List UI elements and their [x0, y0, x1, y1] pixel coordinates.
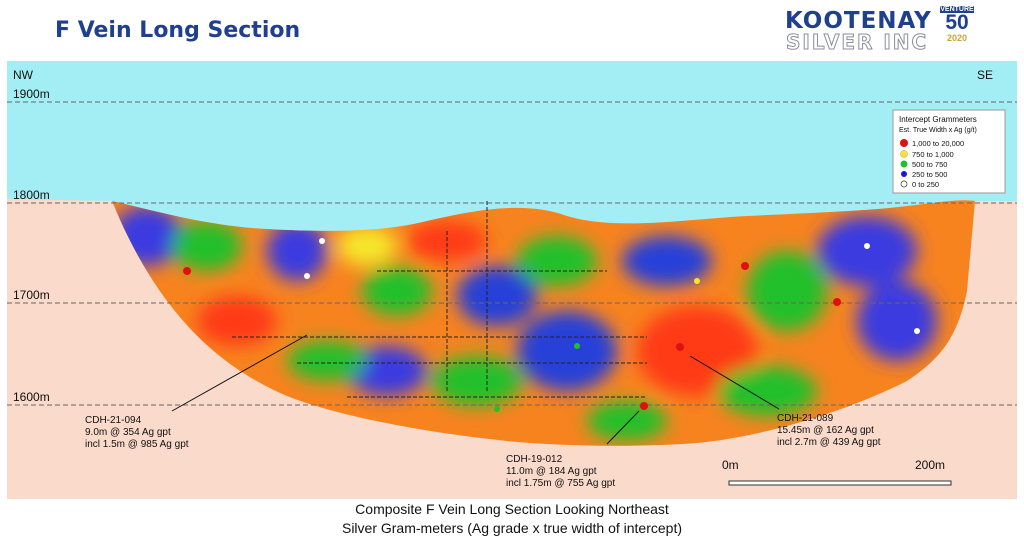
callout-line: CDH-21-089: [777, 413, 834, 424]
elevation-label: 1600m: [13, 390, 50, 404]
callout-line: 11.0m @ 184 Ag gpt: [506, 466, 597, 477]
elevation-label: 1800m: [13, 188, 50, 202]
logo-text: KOOTENAY: [785, 8, 932, 34]
callout-line: incl 1.5m @ 985 Ag gpt: [85, 439, 189, 450]
scale-label: 0m: [722, 458, 739, 472]
legend-entry: 250 to 500: [912, 170, 947, 179]
badge-year: 2020: [946, 33, 968, 43]
callouts: CDH-21-094 9.0m @ 354 Ag gpt incl 1.5m @…: [85, 413, 881, 489]
legend-entry: 750 to 1,000: [912, 150, 954, 159]
legend-entry: 500 to 750: [912, 160, 947, 169]
legend: Intercept Grammeters Est. True Width x A…: [892, 109, 1006, 194]
caption-line: Composite F Vein Long Section Looking No…: [355, 501, 669, 517]
legend-subtitle: Est. True Width x Ag (g/t): [899, 127, 977, 134]
callout-line: CDH-21-094: [85, 415, 142, 426]
callout-arrows: [171, 334, 780, 445]
callout-line: incl 2.7m @ 439 Ag gpt: [777, 437, 881, 448]
badge: VENTURE 50 2020: [940, 6, 974, 43]
badge-label: VENTURE: [940, 6, 974, 13]
legend-entry: 0 to 250: [912, 180, 939, 189]
badge-number: 50: [945, 11, 969, 34]
elevation-label: 1900m: [13, 87, 50, 101]
scale-label: 200m: [915, 458, 945, 472]
callout-line: 15.45m @ 162 Ag gpt: [777, 425, 874, 436]
long-section: NW SE 1900m 1800m 1700m 1600m Intercept …: [7, 61, 1017, 499]
legend-title: Intercept Grammeters: [899, 115, 977, 124]
callout-line: 9.0m @ 354 Ag gpt: [85, 427, 171, 438]
legend-entry: 1,000 to 20,000: [912, 139, 964, 148]
direction-label: SE: [977, 68, 993, 82]
caption-line: Silver Gram-meters (Ag grade x true widt…: [341, 520, 682, 536]
callout-line: CDH-19-012: [506, 454, 563, 465]
slide-title: F Vein Long Section: [55, 18, 301, 43]
elevation-lines: [7, 101, 1017, 406]
logo-text: SILVER INC: [785, 30, 929, 55]
sky: [7, 61, 1017, 231]
direction-label: NW: [13, 68, 34, 82]
drill-traces: [232, 201, 647, 398]
scale-bar: [728, 480, 952, 486]
callout-line: incl 1.75m @ 755 Ag gpt: [506, 478, 615, 489]
elevation-label: 1700m: [13, 288, 50, 302]
intercept-markers: [183, 238, 920, 412]
